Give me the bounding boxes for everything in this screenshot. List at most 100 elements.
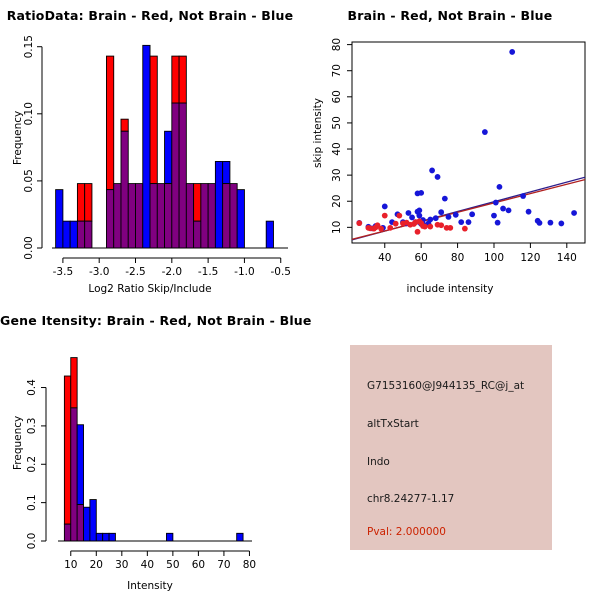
- histogram-bar-overlap: [193, 220, 202, 249]
- histogram-bar: [214, 160, 224, 249]
- y-tick-label: 30: [331, 168, 343, 181]
- histogram-bar: [171, 55, 180, 104]
- histogram-bar: [120, 118, 129, 132]
- scatter-point: [429, 167, 435, 174]
- scatter-point: [409, 214, 415, 221]
- scatter-point: [434, 174, 441, 180]
- histogram-bar-overlap: [229, 183, 238, 249]
- histogram-bar: [108, 532, 116, 542]
- intensity-scatter-ylabel: skip intensity: [312, 98, 324, 168]
- locus-text: chr8.24277-1.17: [367, 493, 455, 505]
- scatter-point: [447, 224, 454, 231]
- x-tick-label: 60: [414, 252, 427, 264]
- y-tick-label: 0.05: [23, 169, 35, 192]
- gene-histogram-plot: 0.0 0.1 0.2 0.3 0.4 10 20 30 40 50 60 70 80: [26, 357, 256, 571]
- scatter-point: [520, 193, 527, 199]
- scatter-point: [500, 205, 506, 212]
- x-tick-label: 80: [451, 252, 464, 264]
- intensity-scatter-panel: Brain - Red, Not Brain - Blue 10 20 30 40 50…: [300, 0, 600, 300]
- scatter-point: [469, 211, 476, 218]
- histogram-bar-overlap: [156, 183, 166, 249]
- histogram-bar-overlap: [185, 183, 195, 249]
- scatter-point: [427, 223, 434, 230]
- histogram-bar: [236, 189, 245, 249]
- scatter-point: [481, 129, 488, 135]
- y-tick-label: 0.10: [23, 102, 35, 125]
- intensity-scatter-title: Brain - Red, Not Brain - Blue: [347, 8, 553, 23]
- histogram-bar: [63, 375, 72, 525]
- scatter-point: [396, 212, 403, 219]
- histogram-bar-overlap: [76, 220, 86, 249]
- scatter-point: [438, 222, 445, 229]
- gene-id-text: G7153160@J944135_RC@j_at: [367, 380, 525, 392]
- scatter-point: [416, 212, 423, 219]
- scatter-point: [387, 224, 394, 231]
- y-tick-label: 0.00: [23, 236, 35, 259]
- x-tick-label: -0.5: [270, 266, 291, 278]
- histogram-bar: [83, 506, 91, 542]
- scatter-point: [418, 189, 425, 196]
- x-tick-label: -1.0: [234, 266, 255, 278]
- category-text: Indo: [367, 456, 390, 468]
- histogram-bar: [62, 220, 71, 249]
- y-tick-label: 0.1: [26, 494, 38, 511]
- scatter-point: [509, 49, 516, 55]
- x-tick-label: 30: [115, 559, 128, 571]
- intensity-scatter-plot: 10 20 30 40 50 60 70 80 40 60 80 100 120 140: [331, 38, 586, 264]
- histogram-bar: [70, 357, 78, 409]
- scatter-point: [492, 199, 499, 206]
- y-tick-label: 0.2: [26, 456, 38, 473]
- x-tick-label: 10: [64, 559, 77, 571]
- y-tick-label: 50: [331, 116, 343, 129]
- histogram-bar: [166, 532, 174, 542]
- gene-info-panel: G7153160@J944135_RC@j_at altTxStart Indo…: [300, 300, 600, 600]
- scatter-point: [445, 213, 452, 220]
- scatter-point: [405, 210, 412, 216]
- gene-histogram-xlabel: Intensity: [127, 580, 173, 592]
- x-tick-label: -3.0: [89, 266, 110, 278]
- scatter-point: [416, 207, 423, 214]
- x-tick-label: 40: [141, 559, 154, 571]
- ratio-bars: [55, 44, 274, 249]
- histogram-bar: [178, 55, 187, 104]
- histogram-bar-overlap: [70, 407, 78, 542]
- histogram-bar: [222, 160, 231, 185]
- x-tick-label: 50: [166, 559, 179, 571]
- x-tick-label: 120: [520, 252, 540, 264]
- scatter-point: [496, 183, 503, 190]
- histogram-bar-overlap: [76, 504, 84, 542]
- histogram-bar: [55, 189, 64, 249]
- scatter-point: [525, 208, 532, 215]
- y-tick-label: 0.0: [26, 533, 38, 550]
- scatter-point: [392, 220, 399, 227]
- y-tick-label: 0.15: [23, 35, 35, 58]
- histogram-bar-overlap: [222, 183, 231, 249]
- gene-y-axis: 0.0 0.1 0.2 0.3 0.4: [26, 379, 47, 550]
- x-tick-label: -2.5: [125, 266, 146, 278]
- scatter-x-axis: 40 60 80 100 120 140: [378, 243, 577, 264]
- x-tick-label: 20: [90, 559, 103, 571]
- y-tick-label: 0.3: [26, 418, 38, 435]
- scatter-point: [458, 219, 465, 226]
- histogram-bar: [95, 532, 104, 542]
- histogram-bar-overlap: [200, 183, 209, 249]
- histogram-bar: [164, 130, 173, 185]
- x-tick-label: 100: [484, 252, 504, 264]
- x-tick-label: 70: [217, 559, 230, 571]
- x-tick-label: -2.0: [162, 266, 183, 278]
- histogram-bar: [149, 55, 158, 185]
- histogram-bar-overlap: [120, 130, 129, 249]
- scatter-point: [547, 219, 554, 226]
- gene-histogram-ylabel: Frequency: [12, 415, 24, 470]
- ratio-histogram-ylabel: Frequency: [12, 110, 24, 165]
- ratio-y-axis: 0.00 0.05 0.10 0.15: [23, 35, 43, 260]
- histogram-bar: [265, 220, 274, 249]
- x-tick-label: 80: [243, 559, 256, 571]
- histogram-bar-overlap: [135, 183, 144, 249]
- gene-histogram-title: Gene Itensity: Brain - Red, Not Brain - …: [0, 313, 312, 328]
- scatter-point: [421, 223, 428, 230]
- gene-bars: [63, 357, 244, 542]
- scatter-point: [441, 195, 448, 202]
- scatter-point: [571, 210, 577, 216]
- ratio-histogram-title: RatioData: Brain - Red, Not Brain - Blue: [6, 8, 294, 23]
